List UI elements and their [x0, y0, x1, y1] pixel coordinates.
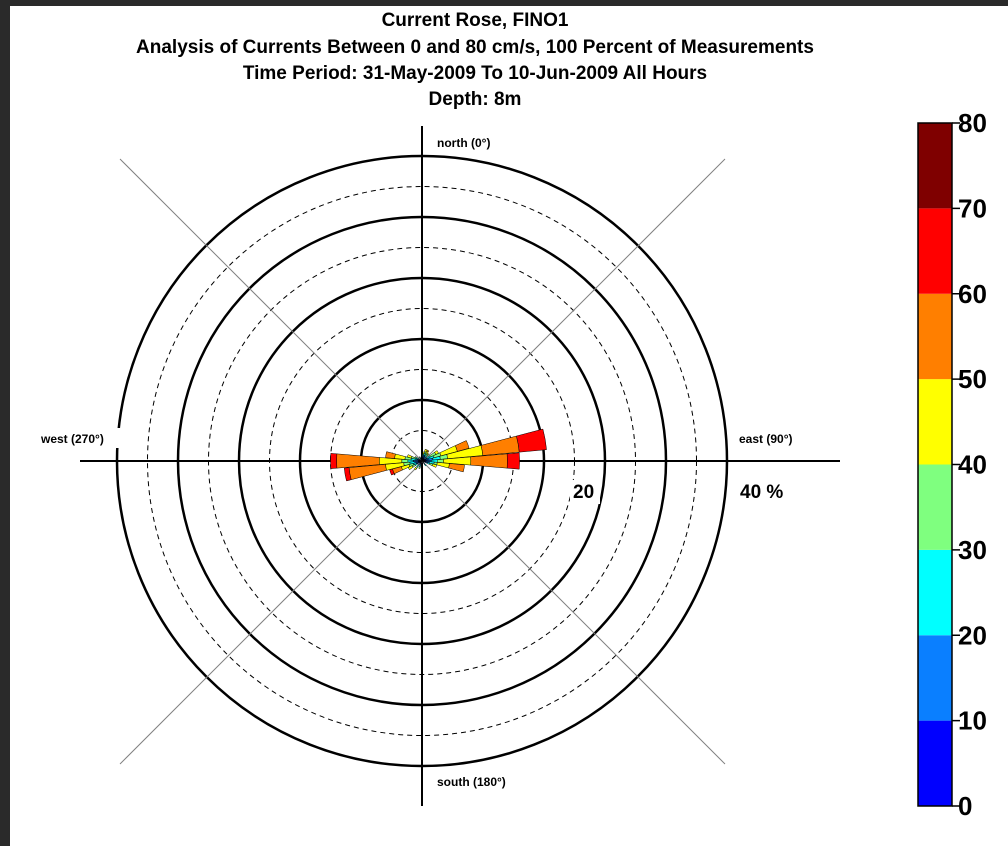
colorbar-label-60: 60 — [958, 279, 987, 309]
chart-subtitle-depth: Depth: 8m — [428, 89, 522, 110]
rose-bar-280-bin-4 — [394, 453, 406, 460]
ring-label-40: 40 % — [740, 482, 783, 503]
rose-bar-80-bin-5 — [480, 435, 520, 456]
colorbar-segment-4 — [918, 379, 952, 465]
chart-title: Current Rose, FINO1 — [381, 10, 569, 31]
current-rose-chart: north (0°) east (90°) south (180°) west … — [38, 108, 987, 821]
colorbar-label-70: 70 — [958, 193, 987, 223]
colorbar-segment-2 — [918, 549, 952, 636]
south-label-bg — [435, 771, 530, 791]
west-label-bg — [38, 428, 120, 448]
colorbar-label-10: 10 — [958, 706, 987, 736]
colorbar-label-20: 20 — [958, 620, 987, 650]
colorbar-segment-1 — [918, 635, 952, 721]
west-label: west (270°) — [40, 432, 104, 446]
rose-bar-270-bin-6 — [330, 453, 338, 469]
rose-bar-300-bin-0 — [419, 459, 423, 462]
colorbar-segment-6 — [918, 208, 952, 294]
east-label-bg — [735, 428, 820, 448]
rose-bar-140-bin-0 — [421, 460, 425, 464]
colorbar-label-80: 80 — [958, 108, 987, 138]
ring-label-20: 20 — [573, 482, 594, 503]
figure-frame: Current Rose, FINO1 Analysis of Currents… — [10, 6, 1008, 846]
rose-bar-110-bin-0 — [421, 460, 426, 463]
colorbar-segment-5 — [918, 293, 952, 380]
rose-bar-90-bin-6 — [506, 452, 520, 470]
rose-bars — [330, 428, 547, 482]
chart-subtitle-period: Time Period: 31-May-2009 To 10-Jun-2009 … — [242, 63, 708, 84]
south-label: south (180°) — [437, 775, 506, 789]
colorbar-segment-7 — [918, 123, 952, 209]
colorbar-label-30: 30 — [958, 535, 987, 565]
north-label-bg — [435, 131, 515, 151]
colorbar-segment-3 — [918, 464, 952, 550]
direction-labels: north (0°) east (90°) south (180°) west … — [38, 131, 820, 791]
ring-label-20-bg — [570, 480, 600, 504]
rose-bar-280-bin-5 — [385, 451, 396, 459]
north-label: north (0°) — [437, 136, 490, 150]
colorbar-label-50: 50 — [958, 364, 987, 394]
rose-bar-330-bin-0 — [420, 458, 423, 462]
speed-colorbar: 0 10 20 30 40 50 60 70 80 — [917, 108, 987, 821]
rose-bar-100-bin-4 — [436, 462, 450, 469]
chart-subtitle-analysis: Analysis of Currents Between 0 and 80 cm… — [136, 37, 814, 58]
colorbar-segment-0 — [918, 720, 952, 806]
colorbar-label-40: 40 — [958, 450, 987, 480]
east-label: east (90°) — [739, 432, 793, 446]
colorbar-label-0: 0 — [958, 791, 972, 821]
rose-bar-80-bin-6 — [516, 428, 547, 453]
